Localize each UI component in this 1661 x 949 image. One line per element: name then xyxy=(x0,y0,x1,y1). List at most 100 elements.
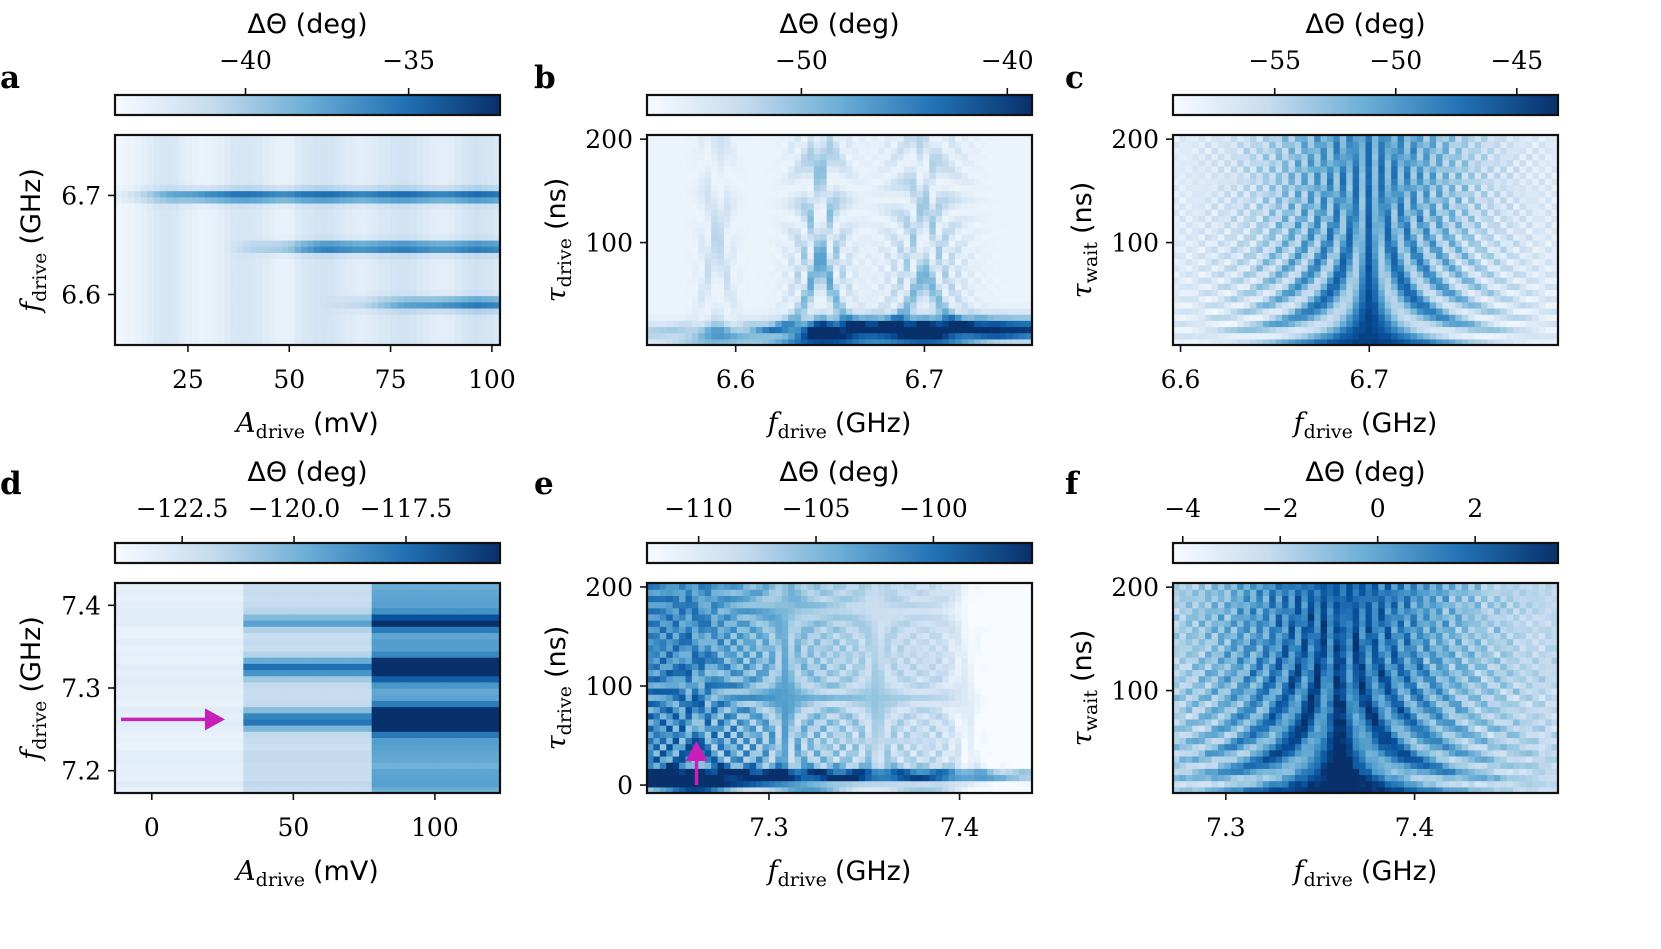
heatmap-cell xyxy=(442,159,450,167)
heatmap-cell xyxy=(768,295,776,303)
heatmap-cell xyxy=(1307,141,1315,148)
heatmap-cell xyxy=(749,283,757,291)
heatmap-cell xyxy=(403,246,411,253)
heatmap-cell xyxy=(1019,196,1027,204)
heatmap-cell xyxy=(1327,196,1335,204)
heatmap-cell xyxy=(890,289,898,297)
heatmap-cell xyxy=(211,147,219,155)
heatmap-cell xyxy=(878,295,886,303)
heatmap-cell xyxy=(788,190,796,198)
heatmap-cell xyxy=(1288,301,1296,309)
heatmap-cell xyxy=(416,227,424,235)
heatmap-cell xyxy=(307,215,315,223)
heatmap-cell xyxy=(955,252,963,260)
heatmap-cell xyxy=(1243,147,1251,155)
heatmap-cell xyxy=(313,233,321,241)
heatmap-cell xyxy=(942,202,950,210)
heatmap-cell xyxy=(730,240,738,247)
heatmap-cell xyxy=(672,196,680,204)
heatmap-cell xyxy=(217,221,225,229)
heatmap-cell xyxy=(717,190,725,198)
heatmap-cell xyxy=(166,209,174,216)
heatmap-cell xyxy=(826,264,834,272)
heatmap-cell xyxy=(159,289,167,297)
heatmap-cell xyxy=(352,326,360,334)
heatmap-cell xyxy=(929,307,937,315)
heatmap-cell xyxy=(487,289,495,297)
heatmap-cell xyxy=(942,270,950,278)
heatmap-cell xyxy=(967,209,975,216)
heatmap-cell xyxy=(493,196,501,204)
heatmap-cell xyxy=(839,289,847,297)
heatmap-cell xyxy=(378,338,386,346)
heatmap-cell xyxy=(961,314,969,321)
heatmap-cell xyxy=(371,295,379,303)
heatmap-cell xyxy=(685,326,693,334)
heatmap-cell xyxy=(999,252,1007,260)
heatmap-cell xyxy=(801,270,809,278)
heatmap-cell xyxy=(1173,301,1181,309)
heatmap-cell xyxy=(691,301,699,309)
heatmap-cell xyxy=(243,301,251,309)
heatmap-cell xyxy=(865,338,873,346)
heatmap-cell xyxy=(1262,307,1270,315)
heatmap-cell xyxy=(1250,172,1258,179)
heatmap-cell xyxy=(236,153,244,161)
heatmap-cell xyxy=(1294,233,1302,241)
heatmap-cell xyxy=(768,301,776,309)
heatmap-cell xyxy=(172,289,180,297)
heatmap-cell xyxy=(115,320,123,328)
heatmap-cell xyxy=(198,338,206,346)
heatmap-cell xyxy=(1224,215,1232,223)
heatmap-cell xyxy=(743,270,751,278)
heatmap-cell xyxy=(955,258,963,266)
heatmap-cell xyxy=(987,277,995,284)
heatmap-cell xyxy=(172,209,180,216)
heatmap-cell xyxy=(839,301,847,309)
heatmap-cell xyxy=(467,264,475,272)
heatmap-cell xyxy=(301,314,309,321)
heatmap-cell xyxy=(691,277,699,284)
heatmap-cell xyxy=(704,338,712,346)
heatmap-cell xyxy=(807,196,815,204)
heatmap-cell xyxy=(487,332,495,340)
heatmap-cell xyxy=(416,153,424,161)
heatmap-cell xyxy=(903,289,911,297)
heatmap-cell xyxy=(1230,264,1238,272)
heatmap-cell xyxy=(1179,295,1187,303)
heatmap-cell xyxy=(987,215,995,223)
heatmap-cell xyxy=(1006,178,1014,186)
heatmap-cell xyxy=(217,332,225,340)
heatmap-cell xyxy=(679,209,687,216)
heatmap-cell xyxy=(647,295,655,303)
heatmap-cell xyxy=(961,258,969,266)
heatmap-cell xyxy=(397,165,405,173)
heatmap-cell xyxy=(1288,277,1296,284)
heatmap-cell xyxy=(1230,209,1238,216)
heatmap-cell xyxy=(858,307,866,315)
heatmap-cell xyxy=(910,233,918,241)
heatmap-cell xyxy=(320,202,328,210)
heatmap-cell xyxy=(493,147,501,155)
heatmap-cell xyxy=(743,283,751,291)
heatmap-cell xyxy=(1179,215,1187,223)
heatmap-cell xyxy=(1224,314,1232,321)
heatmap-cell xyxy=(371,135,379,142)
heatmap-cell xyxy=(775,277,783,284)
heatmap-cell xyxy=(813,332,821,340)
heatmap-cell xyxy=(435,301,443,309)
heatmap-cell xyxy=(307,190,315,198)
heatmap-cell xyxy=(852,289,860,297)
heatmap-cell xyxy=(679,338,687,346)
heatmap-cell xyxy=(224,314,232,321)
heatmap-cell xyxy=(717,246,725,253)
heatmap-cell xyxy=(326,326,334,334)
heatmap-cell xyxy=(730,252,738,260)
heatmap-cell xyxy=(333,240,341,247)
heatmap-cell xyxy=(801,264,809,272)
heatmap-cell xyxy=(352,332,360,340)
heatmap-cell xyxy=(346,326,354,334)
heatmap-cell xyxy=(768,165,776,173)
heatmap-cell xyxy=(423,178,431,186)
heatmap-cell xyxy=(704,135,712,142)
